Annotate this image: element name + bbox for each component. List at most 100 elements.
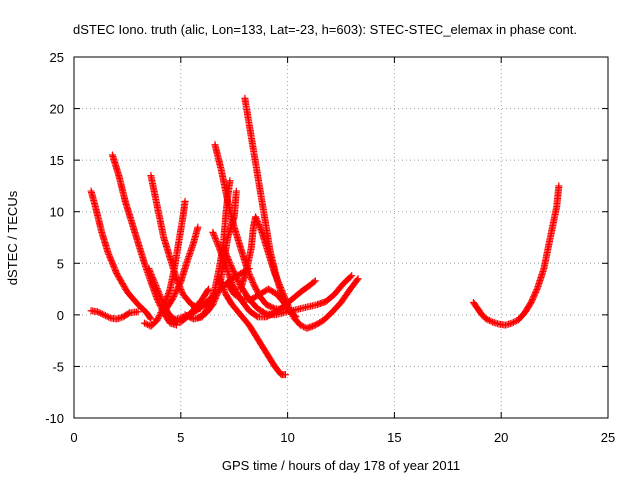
data-point [227, 263, 235, 271]
data-point [223, 251, 231, 259]
data-point [232, 187, 240, 195]
data-point [156, 292, 164, 300]
data-point [108, 258, 116, 266]
data-point [348, 272, 356, 280]
y-tick-label: 0 [57, 308, 64, 323]
data-point [158, 297, 166, 305]
chart-title: dSTEC Iono. truth (alic, Lon=133, Lat=-2… [73, 22, 577, 37]
data-point [134, 308, 142, 316]
data-point [275, 280, 283, 288]
data-point [255, 221, 263, 229]
data-point [216, 276, 224, 284]
plot-border [73, 56, 609, 419]
data-point [222, 250, 230, 258]
data-point [296, 321, 304, 329]
data-point [151, 280, 159, 288]
data-point [353, 276, 361, 284]
data-point [145, 264, 153, 272]
data-point [220, 245, 228, 253]
data-point [98, 310, 106, 318]
series-4 [140, 197, 189, 330]
data-point [93, 308, 101, 316]
data-point [226, 177, 234, 185]
data-point [482, 315, 490, 323]
data-point [147, 271, 155, 279]
data-point [284, 302, 292, 310]
x-tick-label: 25 [601, 430, 615, 445]
data-point [226, 259, 234, 267]
data-point [511, 318, 519, 326]
data-point [484, 316, 492, 324]
data-point [211, 235, 219, 243]
data-point [154, 288, 162, 296]
data-point [287, 308, 295, 316]
data-point [215, 275, 223, 283]
series-18 [469, 182, 563, 329]
data-point [209, 228, 217, 236]
data-point [209, 299, 217, 307]
data-point [160, 300, 168, 308]
data-point [109, 261, 117, 269]
data-point [284, 301, 292, 309]
data-point [213, 238, 221, 246]
data-point [148, 272, 156, 280]
data-point [217, 278, 225, 286]
data-point [154, 286, 162, 294]
data-point [257, 225, 265, 233]
data-point [277, 285, 285, 293]
data-point [508, 319, 516, 327]
data-point [176, 279, 184, 287]
data-point [212, 236, 220, 244]
data-point [300, 323, 308, 331]
data-point [152, 281, 160, 289]
data-point [150, 277, 158, 285]
data-point [282, 296, 290, 304]
x-tick-label: 15 [387, 430, 401, 445]
series-1 [87, 187, 155, 323]
data-point [247, 274, 255, 282]
y-tick-label: 15 [50, 153, 64, 168]
data-point [509, 318, 517, 326]
data-point [275, 279, 283, 287]
data-point [105, 250, 113, 258]
data-point [248, 275, 256, 283]
data-point [273, 276, 281, 284]
x-tick-label: 10 [280, 430, 294, 445]
data-point [97, 309, 105, 317]
y-tick-label: 25 [50, 50, 64, 65]
data-point [107, 255, 115, 263]
data-point [140, 319, 148, 327]
data-point [110, 264, 118, 272]
data-point [298, 322, 306, 330]
data-point [147, 315, 155, 323]
data-point [152, 283, 160, 291]
y-tick-label: 5 [57, 256, 64, 271]
data-point [106, 253, 114, 261]
data-point [153, 285, 161, 293]
data-point [210, 231, 218, 239]
data-point [209, 230, 217, 238]
data-point [151, 278, 159, 286]
data-point [220, 244, 228, 252]
data-point [154, 315, 162, 323]
data-point [286, 305, 294, 313]
data-point [103, 312, 111, 320]
data-point [280, 293, 288, 301]
data-point [108, 259, 116, 267]
series-17 [168, 264, 253, 324]
data-point [105, 252, 113, 260]
data-point [253, 216, 261, 224]
data-point [252, 214, 260, 222]
data-point [485, 317, 493, 325]
data-point [102, 312, 110, 320]
data-point [279, 290, 287, 298]
data-point [181, 197, 189, 205]
data-point [146, 314, 154, 322]
data-point [271, 271, 279, 279]
data-point [215, 242, 223, 250]
data-point [278, 288, 286, 296]
data-point [149, 275, 157, 283]
data-point [204, 286, 212, 294]
data-point [104, 249, 112, 257]
data-point [205, 285, 213, 293]
